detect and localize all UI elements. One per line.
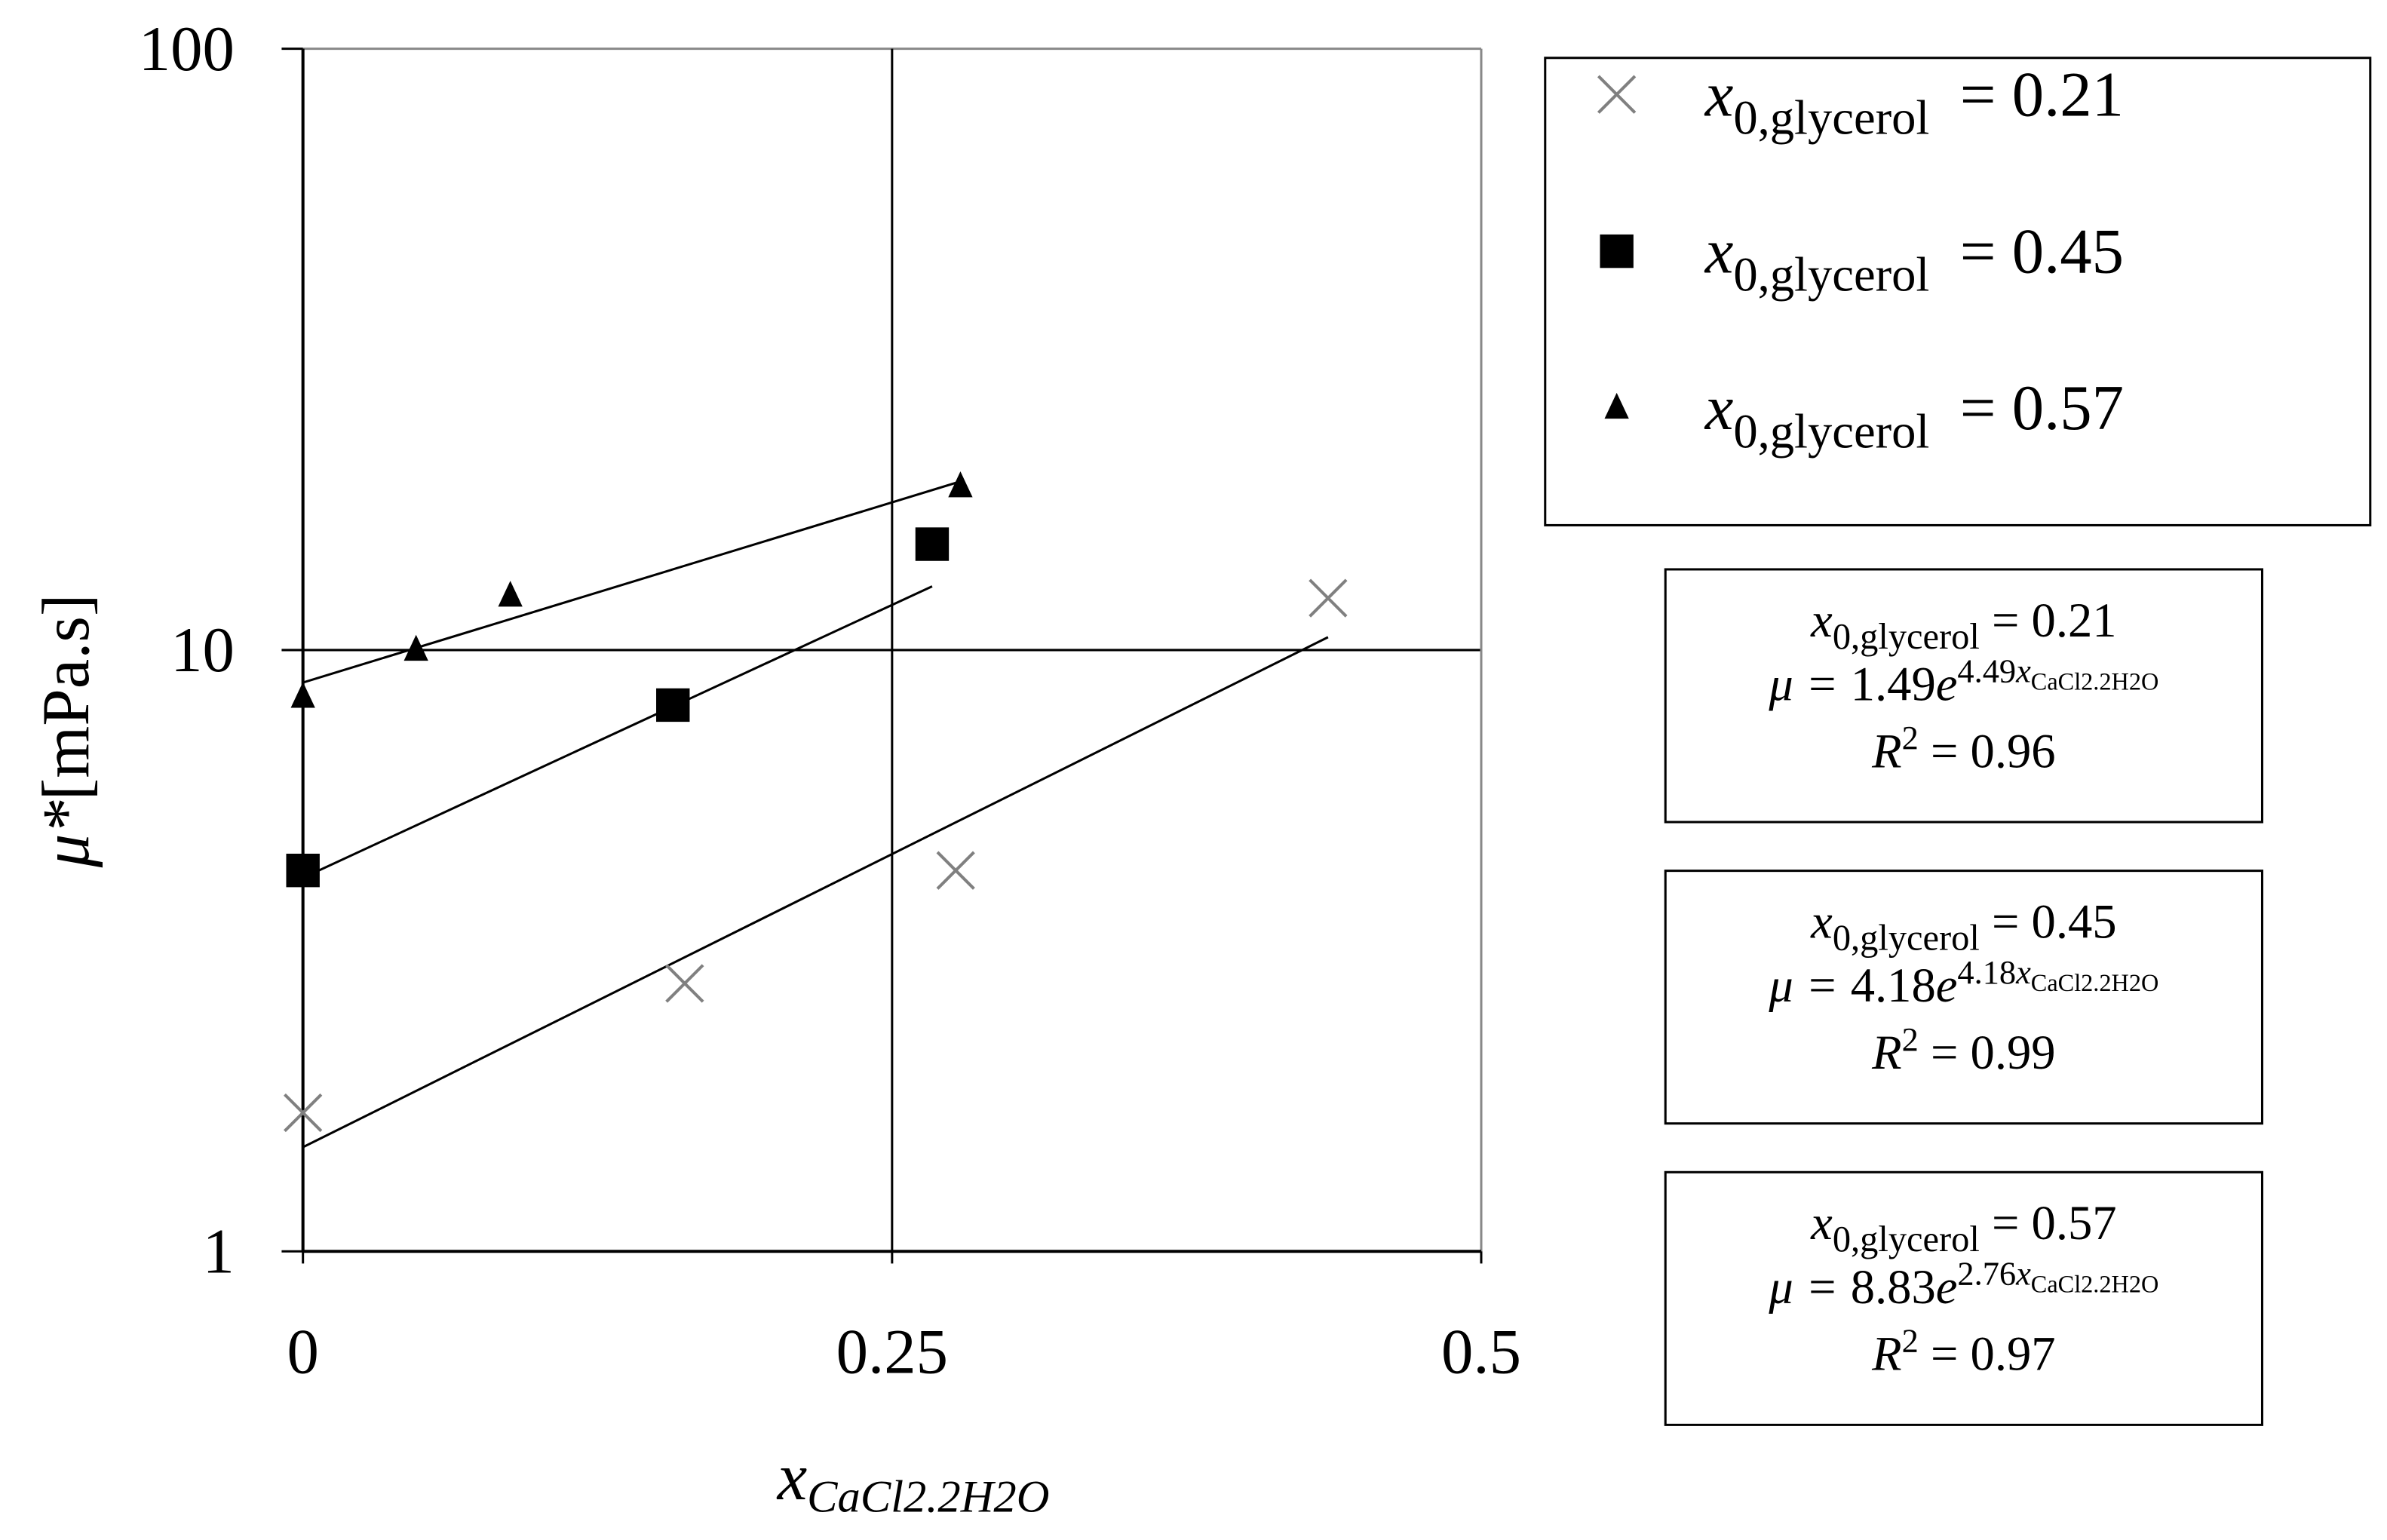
fit-b: 4.49 [1957,652,2016,689]
fit-var: x [1810,593,1833,647]
fit-glycerol: x0,glycerol = 0.21 [1810,593,2116,657]
fit-r-sup: 2 [1902,1321,1919,1359]
fit-r: R [1871,1327,1901,1381]
fit-r-eq: = [1931,1025,1958,1079]
marker-square [915,527,950,561]
fit-box [1664,568,2263,824]
fit-var: x [1810,894,1833,948]
fit-sub: 0,glycerol [1833,1219,1980,1259]
legend-var: x [1704,216,1734,287]
fit-box [1664,1170,2263,1426]
fit-mu: μ = [1768,958,1838,1012]
fit-r2: R2 = 0.96 [1871,719,2055,778]
fit-mu: μ = [1768,1259,1838,1314]
fit-x: x [2015,953,2031,991]
fit-glycerol: x0,glycerol = 0.45 [1810,894,2116,958]
fit-r-sup: 2 [1902,1020,1919,1058]
x-tick-label: 0.5 [1441,1317,1521,1388]
x-tick-label: 0 [287,1317,318,1388]
fit-mu: μ = [1768,657,1838,711]
legend-label: x0,glycerol = 0.45 [1704,216,2124,301]
fit-a: 1.49 [1851,657,1936,711]
fit-b: 2.76 [1957,1255,2016,1293]
x-axis-label: xCaCl2.2H2O [776,1440,1050,1522]
marker-cross [1597,75,1637,114]
fit-r: R [1871,1025,1901,1079]
fit-r-sup: 2 [1902,719,1919,756]
fit-a: 4.18 [1851,958,1936,1012]
fit-var: x [1810,1195,1833,1250]
marker-triangle [403,634,428,661]
fit-base: e [1936,657,1958,711]
fit-x-sub: CaCl2.2H2O [2031,1271,2158,1298]
fit-x: x [2015,1255,2031,1293]
legend-eq: = 0.21 [1960,59,2124,130]
x-label-var: x [776,1440,807,1514]
fit-eq: = 0.45 [1992,894,2117,948]
marker-triangle [290,682,315,708]
fit-a: 8.83 [1851,1259,1936,1314]
fit-line [302,480,961,684]
legend-label: x0,glycerol = 0.57 [1704,373,2124,458]
fit-r2-value: 0.99 [1971,1025,2056,1079]
fit-eq: = 0.21 [1992,593,2117,647]
fit-r2-value: 0.97 [1971,1327,2056,1381]
fit-r-eq: = [1931,723,1958,778]
marker-square [656,688,690,722]
fit-b: 4.18 [1957,953,2016,991]
y-label-unit: [mPa.s] [29,594,103,801]
fit-r2-value: 0.96 [1971,723,2056,778]
legend-sub: 0,glycerol [1733,247,1929,302]
marker-cross [1309,578,1348,618]
fit-base: e [1936,958,1958,1012]
fit-x: x [2015,652,2031,689]
fit-sub: 0,glycerol [1833,919,1980,959]
fit-r-eq: = [1931,1327,1958,1381]
marker-triangle [948,471,973,498]
fit-glycerol: x0,glycerol = 0.57 [1810,1195,2116,1259]
fit-r2: R2 = 0.99 [1871,1020,2055,1079]
legend-eq: = 0.57 [1960,373,2124,443]
fit-equation: μ = 8.83e2.76xCaCl2.2H2O [1768,1255,2158,1314]
fit-x-sub: CaCl2.2H2O [2031,969,2158,996]
y-tick-label: 100 [139,14,235,84]
fit-base: e [1936,1259,1958,1314]
legend-var: x [1704,59,1734,130]
fit-equation: μ = 4.18e4.18xCaCl2.2H2O [1768,953,2158,1012]
fit-r: R [1871,723,1901,778]
legend-label: x0,glycerol = 0.21 [1704,59,2124,144]
fit-line [302,585,933,879]
marker-cross [284,1093,323,1133]
marker-cross [936,851,975,890]
legend-var: x [1704,373,1734,443]
legend-eq: = 0.45 [1960,216,2124,287]
x-tick-label: 0.25 [836,1317,948,1388]
marker-triangle [498,581,523,607]
fit-equation: μ = 1.49e4.49xCaCl2.2H2O [1768,652,2158,710]
fit-sub: 0,glycerol [1833,617,1980,657]
y-axis-label: μ*[mPa.s] [29,594,103,869]
legend-sub: 0,glycerol [1733,90,1929,145]
fit-box [1664,870,2263,1125]
marker-cross [665,964,704,1003]
fit-x-sub: CaCl2.2H2O [2031,667,2158,695]
y-tick-label: 1 [202,1216,234,1287]
y-label-sym: μ* [29,800,103,869]
marker-square [286,853,320,888]
y-tick-label: 10 [170,615,235,686]
legend-sub: 0,glycerol [1733,403,1929,458]
marker-square [1600,234,1634,268]
fit-eq: = 0.57 [1992,1195,2117,1250]
x-label-sub: CaCl2.2H2O [807,1471,1049,1522]
fit-r2: R2 = 0.97 [1871,1321,2055,1380]
marker-triangle [1604,392,1629,419]
fit-line [302,636,1329,1149]
legend-box [1544,57,2372,526]
